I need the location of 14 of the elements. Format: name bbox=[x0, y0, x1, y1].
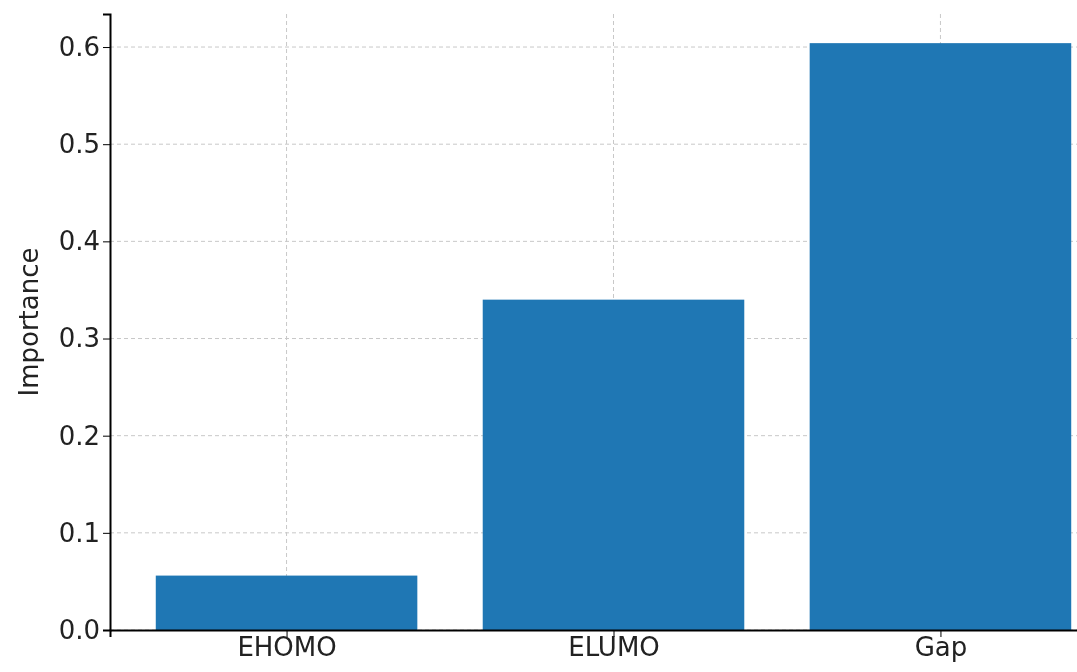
y-tick-label: 0.4 bbox=[58, 226, 100, 257]
y-tick-label: 0.1 bbox=[58, 517, 100, 548]
y-tick-label: 0.3 bbox=[58, 323, 100, 354]
x-tick-label: Gap bbox=[914, 631, 968, 662]
bar bbox=[809, 43, 1072, 630]
y-tick-label: 0.0 bbox=[58, 614, 100, 645]
x-tick-label: ELUMO bbox=[568, 631, 660, 662]
y-tick-label: 0.5 bbox=[58, 129, 100, 160]
y-axis-title: Importance bbox=[14, 247, 44, 397]
y-tick-label: 0.2 bbox=[58, 420, 100, 451]
bar bbox=[155, 575, 418, 630]
bar bbox=[482, 299, 745, 630]
y-tick-label: 0.6 bbox=[58, 31, 100, 62]
x-tick-label: EHOMO bbox=[237, 631, 337, 662]
